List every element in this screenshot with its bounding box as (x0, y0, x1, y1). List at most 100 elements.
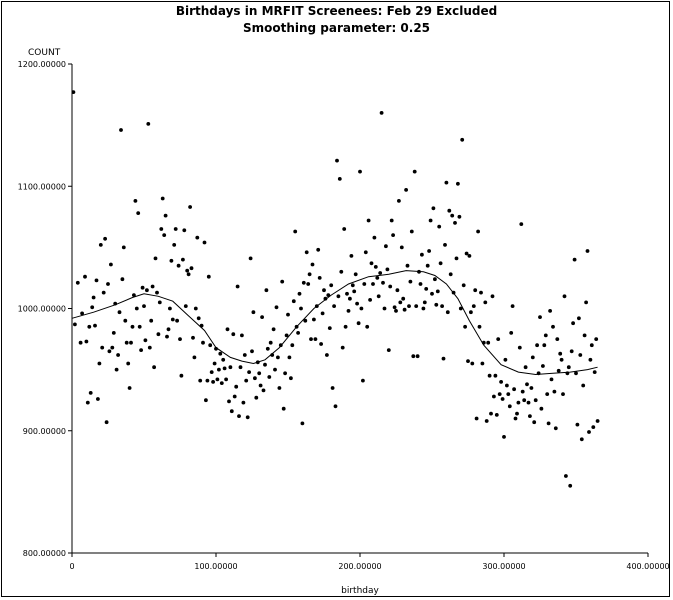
data-point (307, 272, 312, 277)
data-point (548, 309, 552, 313)
data-point (546, 421, 551, 426)
data-point (420, 252, 424, 257)
data-point (382, 306, 387, 311)
data-point (553, 426, 558, 431)
data-point (368, 298, 372, 302)
data-point (320, 311, 325, 316)
data-point (509, 331, 514, 335)
data-point (561, 392, 565, 396)
data-point (273, 367, 277, 372)
data-point (399, 245, 404, 250)
data-point (532, 420, 537, 425)
data-point (175, 318, 180, 323)
data-point (516, 400, 521, 405)
x-tick-label: 100.00000 (194, 562, 237, 571)
data-point (375, 276, 380, 280)
data-point (441, 356, 446, 361)
data-point (506, 392, 511, 396)
data-point (407, 304, 411, 308)
data-point (238, 365, 243, 370)
data-point (474, 416, 479, 421)
data-point (290, 343, 295, 348)
data-point (500, 397, 505, 401)
data-point (372, 235, 377, 240)
data-point (480, 361, 485, 366)
data-point (414, 304, 419, 308)
data-point (342, 227, 347, 231)
data-point (149, 318, 154, 323)
data-point (231, 332, 236, 337)
data-point (562, 294, 567, 299)
data-point (543, 333, 548, 338)
data-point (591, 425, 596, 429)
data-point (283, 371, 287, 376)
data-point (284, 333, 289, 338)
data-point (312, 317, 316, 322)
data-point (119, 128, 123, 132)
data-point (289, 376, 293, 381)
data-point (109, 262, 113, 267)
data-point (196, 316, 201, 321)
data-point (163, 213, 168, 218)
data-point (454, 256, 459, 261)
data-point (228, 365, 233, 370)
data-point (140, 285, 145, 290)
data-point (332, 304, 336, 308)
data-point (234, 384, 239, 389)
data-point (337, 177, 342, 181)
data-point (522, 398, 527, 403)
data-point (117, 310, 122, 315)
data-point (101, 290, 106, 295)
data-point (378, 271, 383, 275)
data-point (376, 294, 381, 299)
data-point (327, 326, 332, 330)
data-point (564, 474, 568, 478)
data-point (512, 387, 516, 392)
data-point (227, 399, 231, 404)
data-point (98, 243, 103, 247)
data-point (221, 357, 226, 362)
data-point (319, 342, 323, 346)
data-point (280, 279, 285, 284)
data-point (146, 122, 151, 126)
data-point (229, 409, 234, 414)
data-point (106, 282, 110, 286)
data-point (178, 337, 182, 341)
data-point (71, 90, 76, 94)
data-point (265, 346, 270, 351)
data-point (348, 296, 352, 301)
data-point (391, 233, 395, 238)
data-point (329, 283, 334, 288)
data-point (405, 263, 410, 268)
data-point (123, 318, 128, 323)
data-point (585, 249, 590, 253)
y-tick-label: 900.00000 (23, 427, 66, 436)
data-point (84, 339, 89, 344)
data-point (408, 279, 413, 284)
data-point (114, 367, 119, 372)
data-point (274, 305, 279, 310)
data-point (394, 309, 398, 313)
data-point (242, 353, 247, 357)
data-point (304, 250, 309, 255)
data-point (558, 351, 563, 356)
data-point (166, 327, 171, 332)
data-point (165, 334, 169, 339)
data-point (517, 345, 522, 350)
data-point (349, 254, 354, 258)
x-tick-label: 0 (69, 562, 74, 571)
data-point (552, 389, 557, 394)
data-point (121, 245, 126, 250)
data-point (384, 244, 388, 249)
data-point (87, 324, 92, 329)
data-point (541, 364, 545, 368)
x-tick-label: 200.00000 (338, 562, 381, 571)
data-point (322, 288, 326, 293)
data-point (336, 294, 341, 299)
data-point (458, 306, 463, 311)
data-point (271, 327, 276, 332)
data-point (479, 290, 483, 295)
data-point (584, 300, 588, 305)
data-point (306, 282, 311, 286)
data-point (343, 324, 348, 329)
